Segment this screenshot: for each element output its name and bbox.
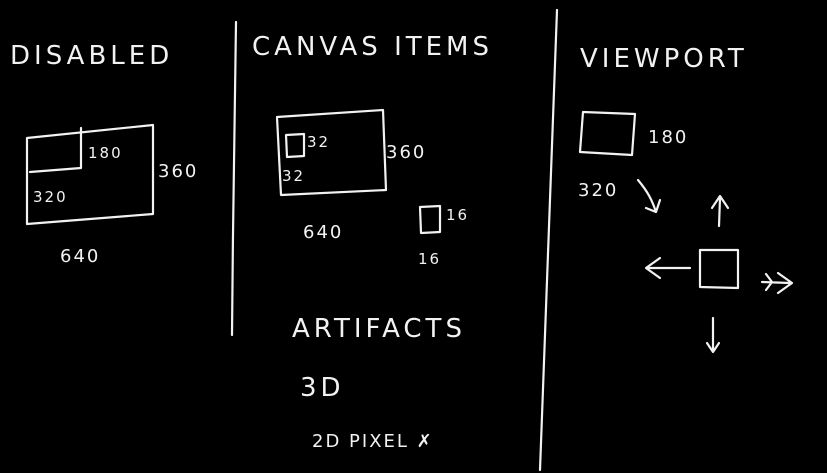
- movement-center-box: [698, 248, 740, 290]
- divider-left: [230, 20, 238, 337]
- item-height-label: 16: [418, 250, 441, 268]
- outer-height-label: 360: [158, 161, 198, 182]
- small-box: [284, 132, 306, 159]
- divider-right: [538, 8, 559, 472]
- disabled-title: DISABLED: [10, 41, 173, 71]
- canvas-rect: [275, 108, 388, 197]
- viewport-rect: [578, 110, 637, 157]
- inner-width-label: 180: [88, 144, 123, 162]
- viewport-height-label: 180: [648, 127, 688, 148]
- artifact-3d: 3D: [300, 373, 345, 403]
- viewport-width-label: 320: [578, 180, 618, 201]
- canvas-items-title: CANVAS ITEMS: [252, 32, 493, 62]
- item-box: [418, 204, 442, 235]
- inner-rect: [28, 126, 83, 174]
- small-box-height-label: 32: [282, 167, 305, 185]
- arrow-down-icon: [705, 316, 721, 354]
- arrow-left-icon: [644, 256, 692, 280]
- arrow-right-icon: [760, 271, 794, 295]
- canvas-height-label: 360: [386, 142, 426, 163]
- viewport-title: VIEWPORT: [580, 44, 748, 74]
- canvas-width-label: 640: [303, 222, 343, 243]
- down-right-arrow-icon: [636, 178, 662, 214]
- small-box-width-label: 32: [307, 133, 330, 151]
- item-width-label: 16: [446, 206, 469, 224]
- arrow-up-icon: [710, 194, 730, 228]
- artifact-2d-pixel: 2D PIXEL ✗: [312, 431, 434, 452]
- inner-height-label: 320: [33, 188, 68, 206]
- artifacts-title: ARTIFACTS: [292, 314, 466, 344]
- outer-rect: [25, 123, 155, 226]
- outer-width-label: 640: [60, 246, 100, 267]
